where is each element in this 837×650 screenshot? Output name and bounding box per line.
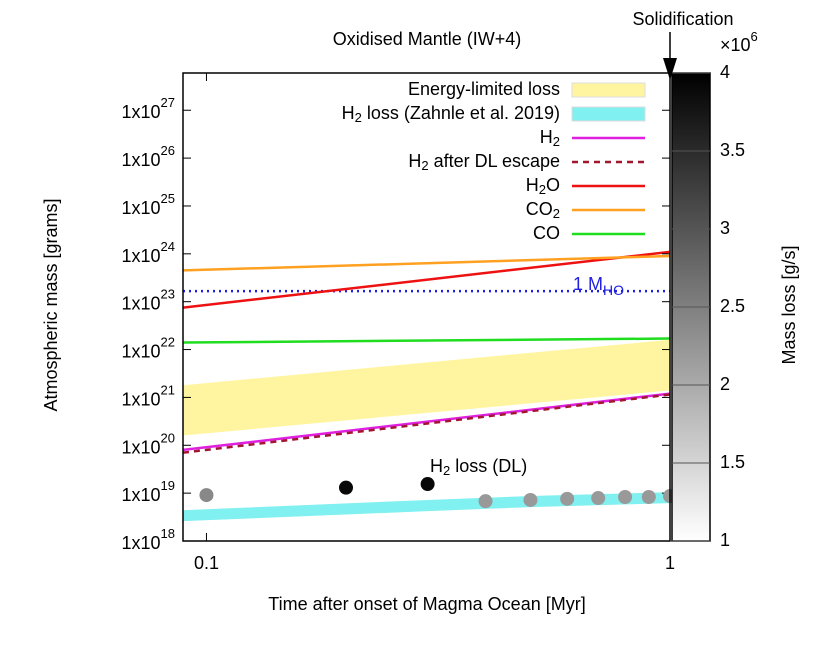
x-tick-label: 0.1: [194, 553, 219, 573]
reference-label-sub: HO: [603, 282, 624, 298]
colorbar-tick-label: 4: [720, 62, 730, 82]
legend-label: H2 after DL escape: [408, 151, 560, 174]
y-tick-label: 1x1019: [121, 479, 175, 505]
colorbar-tick-label: 1: [720, 530, 730, 550]
y-tick-label-exponent: 21: [161, 383, 175, 398]
colorbar-tick-label: 3: [720, 218, 730, 238]
line: [183, 337, 670, 344]
colorbar-tick-label: 3.5: [720, 140, 745, 160]
band: [183, 339, 670, 436]
y-tick-label-base: 1x10: [121, 198, 160, 218]
y-tick-label-base: 1x10: [121, 485, 160, 505]
y-tick-label: 1x1025: [121, 191, 175, 217]
legend-label: H2: [540, 127, 560, 150]
plot-area: [183, 250, 670, 522]
scatter-point: [618, 490, 633, 505]
y-tick-label-exponent: 24: [161, 239, 175, 254]
reference-label: 1 MHO: [573, 274, 624, 298]
scatter-label: H2 loss (DL): [430, 456, 527, 479]
y-axis-label: Atmospheric mass [grams]: [41, 198, 61, 411]
y-tick-label: 1x1023: [121, 287, 175, 313]
line: [183, 254, 670, 272]
scatter-point: [338, 480, 353, 495]
band: [183, 492, 670, 522]
legend-label: CO: [533, 223, 560, 243]
scatter-point: [641, 490, 656, 505]
legend-label: H2 loss (Zahnle et al. 2019): [342, 103, 560, 126]
colorbar-tick-label: 2: [720, 374, 730, 394]
y-tick-label-base: 1x10: [121, 246, 160, 266]
legend-label: CO2: [526, 199, 560, 222]
colorbar-multiplier-base: ×10: [720, 35, 751, 55]
y-tick-label-base: 1x10: [121, 102, 160, 122]
colorbar-label: Mass loss [g/s]: [779, 245, 799, 364]
scatter-point: [560, 491, 575, 506]
scatter-point: [478, 494, 493, 509]
y-tick-label-base: 1x10: [121, 389, 160, 409]
y-tick-label-exponent: 20: [161, 431, 175, 446]
y-tick-label-base: 1x10: [121, 150, 160, 170]
scatter-point: [199, 488, 214, 503]
scatter-point: [420, 477, 435, 492]
colorbar-multiplier-exponent: 6: [751, 29, 758, 44]
colorbar-tick-label: 1.5: [720, 452, 745, 472]
x-tick-label: 1: [665, 553, 675, 573]
y-tick-label-exponent: 27: [161, 96, 175, 111]
y-tick-label: 1x1018: [121, 526, 175, 552]
legend-swatch: [571, 106, 646, 122]
y-tick-label-exponent: 23: [161, 287, 175, 302]
legend-label: Energy-limited loss: [408, 79, 560, 99]
colorbar-multiplier: ×106: [720, 29, 758, 54]
y-tick-label: 1x1026: [121, 144, 175, 170]
y-tick-label-base: 1x10: [121, 437, 160, 457]
annotation: Solidification: [632, 9, 733, 29]
y-tick-label: 1x1027: [121, 96, 175, 122]
y-tick-label: 1x1024: [121, 239, 175, 265]
y-tick-label-base: 1x10: [121, 533, 160, 553]
line: [183, 250, 670, 309]
y-tick-label: 1x1020: [121, 431, 175, 457]
line: [183, 393, 670, 454]
y-tick-label: 1x1022: [121, 335, 175, 361]
scatter-point: [591, 491, 606, 506]
y-tick-label-exponent: 18: [161, 526, 175, 541]
scatter-point: [523, 492, 538, 507]
y-tick-label: 1x1021: [121, 383, 175, 409]
x-axis-label: Time after onset of Magma Ocean [Myr]: [268, 594, 585, 614]
y-tick-label-base: 1x10: [121, 341, 160, 361]
legend-swatch: [571, 82, 646, 98]
annotation-arrowhead: [663, 58, 677, 80]
plot-frame: [182, 72, 671, 542]
y-tick-label-exponent: 19: [161, 479, 175, 494]
colorbar-tick-label: 2.5: [720, 296, 745, 316]
y-tick-label-exponent: 25: [161, 191, 175, 206]
y-tick-label-exponent: 26: [161, 144, 175, 159]
chart-title: Oxidised Mantle (IW+4): [333, 29, 522, 49]
y-tick-label-base: 1x10: [121, 293, 160, 313]
legend-label: H2O: [526, 175, 560, 198]
reference-label-main: 1 M: [573, 274, 603, 294]
y-tick-label-exponent: 22: [161, 335, 175, 350]
